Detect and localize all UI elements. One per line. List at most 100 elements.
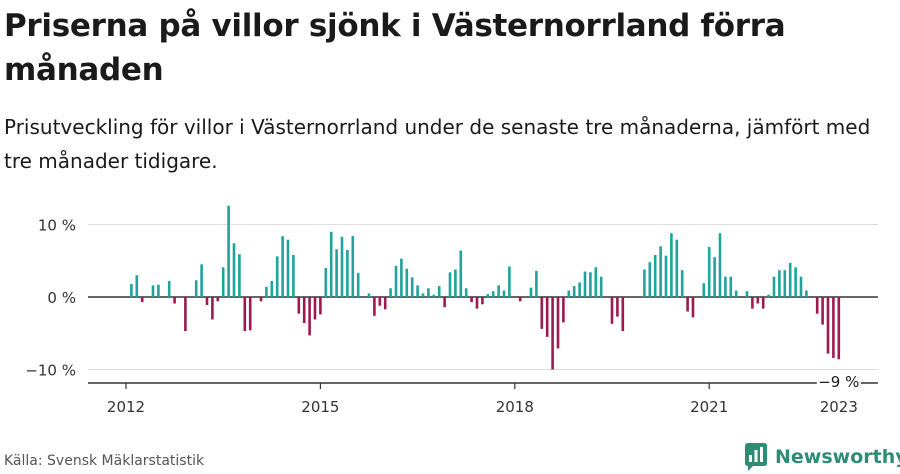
x-tick-label: 2021 <box>690 398 728 416</box>
bar <box>583 271 587 297</box>
bar <box>383 297 387 310</box>
bar <box>497 285 500 297</box>
bar <box>432 294 436 297</box>
bar <box>572 286 576 297</box>
bar <box>329 231 333 298</box>
bar <box>346 249 349 297</box>
y-tick-label: 10 % <box>38 217 76 235</box>
bar <box>340 236 344 297</box>
bar <box>437 286 441 297</box>
newsworthy-logo-icon <box>745 443 767 471</box>
bar <box>686 297 689 312</box>
brand-name: Newsworthy <box>775 446 900 468</box>
bar <box>805 290 808 297</box>
bar <box>481 297 484 305</box>
bar <box>275 256 279 297</box>
bar <box>367 293 371 297</box>
bar <box>232 243 236 297</box>
bar <box>724 276 727 297</box>
page-subtitle: Prisutveckling för villor i Västernorrla… <box>4 115 871 173</box>
bar <box>491 291 495 297</box>
bar <box>594 267 598 297</box>
x-tick-label: 2023 <box>820 398 858 416</box>
bar <box>832 297 835 358</box>
bar <box>540 297 544 329</box>
bar <box>448 272 452 297</box>
bar <box>297 297 301 314</box>
bar <box>502 290 506 297</box>
bar <box>427 288 430 297</box>
bar <box>302 297 306 324</box>
bar <box>324 268 328 297</box>
bar <box>394 265 398 297</box>
bar <box>529 287 533 297</box>
bar <box>194 280 198 297</box>
bar <box>821 297 824 325</box>
bar <box>292 255 295 297</box>
bar <box>216 297 220 302</box>
price-change-chart: 10 % 0 % −10 % 2012 2015 2018 2021 2023 −9 % <box>25 205 878 416</box>
bar <box>405 268 409 297</box>
bar <box>551 297 554 370</box>
y-tick-label: 0 % <box>47 289 76 307</box>
bar <box>616 297 619 317</box>
bar <box>140 297 144 303</box>
bar <box>470 297 473 303</box>
bar <box>167 281 171 297</box>
bar <box>772 276 776 297</box>
bar <box>243 297 247 332</box>
bar <box>227 205 230 297</box>
bar <box>221 267 225 297</box>
bar <box>211 297 214 320</box>
bar <box>151 285 155 297</box>
bar <box>599 276 603 297</box>
bar <box>518 297 522 302</box>
bar <box>545 297 549 337</box>
bar <box>416 285 419 297</box>
bar <box>308 297 311 336</box>
bar <box>567 290 571 297</box>
bar <box>702 283 706 297</box>
bar <box>421 293 425 297</box>
last-value-annotation: −9 % <box>816 371 861 391</box>
bar <box>205 297 209 305</box>
bar <box>756 297 760 304</box>
bar <box>335 249 338 297</box>
brand-logo: Newsworthy <box>745 441 900 473</box>
bar <box>691 297 695 318</box>
bar <box>281 236 284 297</box>
bar <box>670 233 673 297</box>
bar <box>443 297 446 308</box>
bar <box>135 275 139 298</box>
bar <box>562 297 565 323</box>
bar <box>130 284 133 297</box>
bar <box>265 286 268 297</box>
bar <box>826 297 830 354</box>
bar <box>713 257 716 297</box>
bar <box>356 273 360 297</box>
bar <box>653 255 657 297</box>
bar <box>410 277 414 297</box>
bar <box>373 297 376 316</box>
bar <box>486 294 490 297</box>
bar <box>475 297 479 309</box>
y-tick-label: −10 % <box>25 362 76 380</box>
bar <box>707 247 711 297</box>
bar <box>837 297 841 360</box>
bar <box>400 258 403 297</box>
bar <box>270 281 274 297</box>
bar <box>745 291 749 297</box>
bar <box>729 276 733 297</box>
bar <box>535 270 538 297</box>
bar <box>259 297 263 302</box>
bar <box>238 254 241 297</box>
bar <box>675 239 679 297</box>
bar <box>389 288 392 297</box>
bar <box>248 297 252 331</box>
bar <box>664 255 668 297</box>
bar <box>815 297 819 314</box>
bar <box>761 297 765 309</box>
bar <box>589 272 592 297</box>
bar <box>351 236 355 297</box>
bar <box>578 282 581 297</box>
